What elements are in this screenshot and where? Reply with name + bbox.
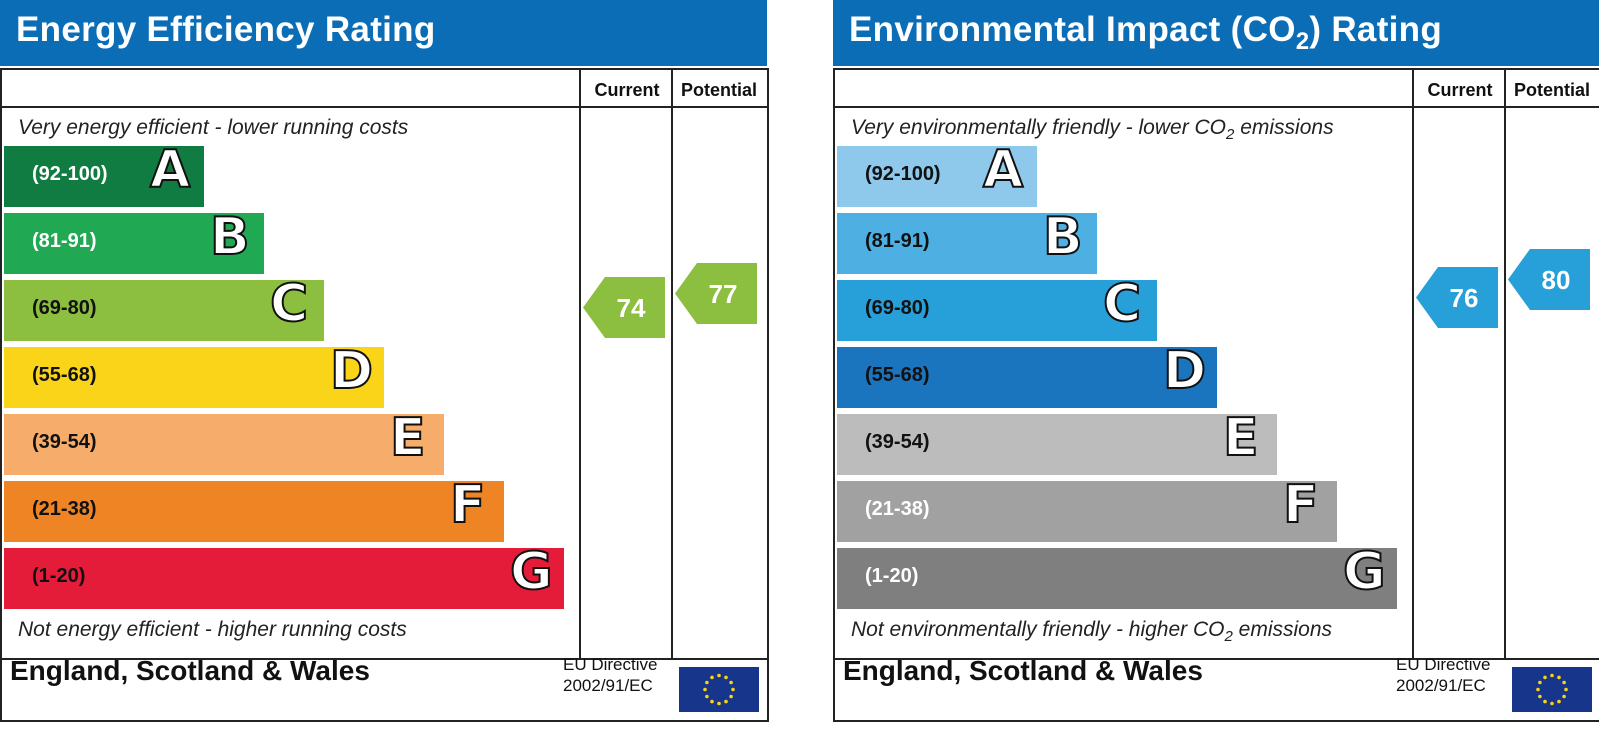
potential-arrow-shape <box>675 263 757 324</box>
environmental-impact-panel: Environmental Impact (CO2) Rating Curren… <box>833 0 1599 722</box>
rating-band-c: (69-80) C <box>837 273 1157 341</box>
panel-header: Energy Efficiency Rating <box>0 0 767 66</box>
band-range-label: (1-20) <box>32 565 86 587</box>
column-divider <box>1412 70 1414 658</box>
chart-title: Energy Efficiency Rating <box>16 10 436 49</box>
rating-band-f: (21-38) F <box>4 474 504 542</box>
rating-band-d: (55-68) D <box>837 340 1217 408</box>
band-range-label: (21-38) <box>32 498 97 520</box>
band-range-label: (81-91) <box>865 230 930 252</box>
panel-header: Environmental Impact (CO2) Rating <box>833 0 1599 66</box>
band-letter: D <box>1162 340 1207 402</box>
band-range-label: (69-80) <box>32 297 97 319</box>
band-range-label: (69-80) <box>865 297 930 319</box>
footer-divider <box>2 658 767 660</box>
band-range-label: (1-20) <box>865 565 919 587</box>
chart-title: Environmental Impact (CO2) Rating <box>849 10 1443 55</box>
potential-rating-value: 77 <box>709 279 738 309</box>
current-arrow-shape <box>583 277 665 338</box>
band-letter: C <box>1102 273 1142 335</box>
band-letter: G <box>1342 541 1387 603</box>
column-divider <box>579 70 581 658</box>
eu-flag-icon <box>679 667 759 712</box>
rating-band-g: (1-20) G <box>4 541 564 609</box>
potential-rating-arrow: 77 <box>675 263 757 324</box>
footer-divider <box>835 658 1599 660</box>
band-letter: B <box>1042 206 1084 268</box>
rating-band-b: (81-91) B <box>837 206 1097 274</box>
column-divider <box>671 70 673 658</box>
current-column-header: Current <box>1427 80 1493 100</box>
header-divider <box>2 106 767 108</box>
region-label: England, Scotland & Wales <box>10 655 370 686</box>
eu-directive-line2: 2002/91/EC <box>563 676 653 695</box>
rating-band-e: (39-54) E <box>4 407 444 475</box>
top-caption: Very energy efficient - lower running co… <box>18 116 409 139</box>
current-column-header: Current <box>594 80 660 100</box>
eu-directive: EU Directive 2002/91/EC <box>1396 654 1490 696</box>
band-letter: C <box>269 273 309 335</box>
band-range-label: (92-100) <box>865 163 941 185</box>
band-range-label: (39-54) <box>32 431 97 453</box>
rating-band-c: (69-80) C <box>4 273 324 341</box>
rating-band-f: (21-38) F <box>837 474 1337 542</box>
band-letter: A <box>982 139 1024 201</box>
chart-box: Current Potential Very environmentally f… <box>833 68 1599 722</box>
band-letter: A <box>149 139 191 201</box>
top-caption: Very environmentally friendly - lower CO… <box>851 116 1334 144</box>
rating-band-a: (92-100) A <box>4 139 204 207</box>
eu-directive-line1: EU Directive <box>1396 655 1491 674</box>
header-divider <box>835 106 1599 108</box>
energy-efficiency-panel: Energy Efficiency Rating Current Potenti… <box>0 0 769 722</box>
rating-band-b: (81-91) B <box>4 206 264 274</box>
band-range-label: (92-100) <box>32 163 108 185</box>
band-letter: B <box>209 206 251 268</box>
band-letter: G <box>509 541 554 603</box>
band-range-label: (81-91) <box>32 230 97 252</box>
band-range-label: (55-68) <box>865 364 930 386</box>
eu-directive-line2: 2002/91/EC <box>1396 676 1486 695</box>
potential-rating-value: 80 <box>1542 265 1571 295</box>
rating-band-e: (39-54) E <box>837 407 1277 475</box>
potential-rating-arrow: 80 <box>1508 249 1590 310</box>
bottom-caption: Not environmentally friendly - higher CO… <box>851 618 1333 646</box>
band-letter: F <box>1282 474 1320 536</box>
region-label: England, Scotland & Wales <box>843 655 1203 686</box>
rating-band-a: (92-100) A <box>837 139 1037 207</box>
band-letter: D <box>329 340 374 402</box>
potential-column-header: Potential <box>1513 80 1590 100</box>
rating-band-g: (1-20) G <box>837 541 1397 609</box>
bottom-caption: Not energy efficient - higher running co… <box>18 618 407 641</box>
rating-band-d: (55-68) D <box>4 340 384 408</box>
current-rating-value: 74 <box>617 293 646 323</box>
column-divider <box>1504 70 1506 658</box>
potential-arrow-shape <box>1508 249 1590 310</box>
current-rating-value: 76 <box>1450 283 1479 313</box>
current-arrow-shape <box>1416 267 1498 328</box>
band-letter: F <box>449 474 487 536</box>
current-rating-arrow: 76 <box>1416 267 1498 328</box>
current-rating-arrow: 74 <box>583 277 665 338</box>
eu-flag-icon <box>1512 667 1592 712</box>
band-range-label: (39-54) <box>865 431 930 453</box>
band-letter: E <box>389 407 427 469</box>
chart-box: Current Potential Very energy efficient … <box>0 68 769 722</box>
eu-directive: EU Directive 2002/91/EC <box>563 654 657 696</box>
band-letter: E <box>1222 407 1260 469</box>
band-range-label: (55-68) <box>32 364 97 386</box>
potential-column-header: Potential <box>680 80 757 100</box>
eu-directive-line1: EU Directive <box>563 655 658 674</box>
band-range-label: (21-38) <box>865 498 930 520</box>
